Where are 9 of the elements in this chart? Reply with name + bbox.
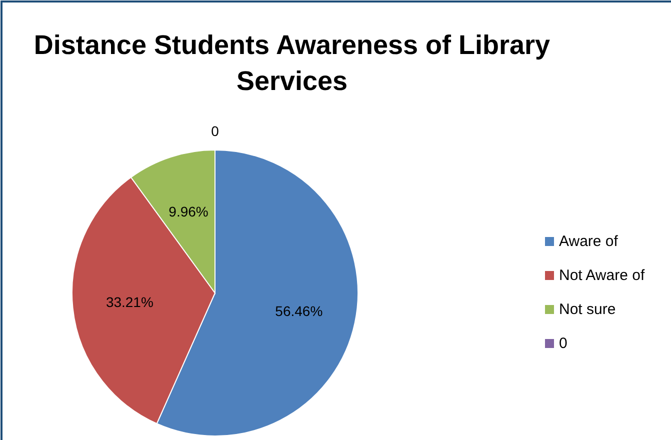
legend-label: Not Aware of (559, 267, 646, 284)
legend-label: Not sure (559, 301, 616, 318)
text: 0 (211, 123, 219, 139)
legend-label: 0 (559, 335, 568, 352)
legend-label: Aware of (559, 233, 619, 250)
data-label: 33.21% (106, 294, 154, 310)
chart-title: Distance Students Awareness of Library Services (34, 30, 550, 96)
data-label: 9.96% (168, 203, 208, 220)
data-label: 56.46% (275, 302, 323, 319)
